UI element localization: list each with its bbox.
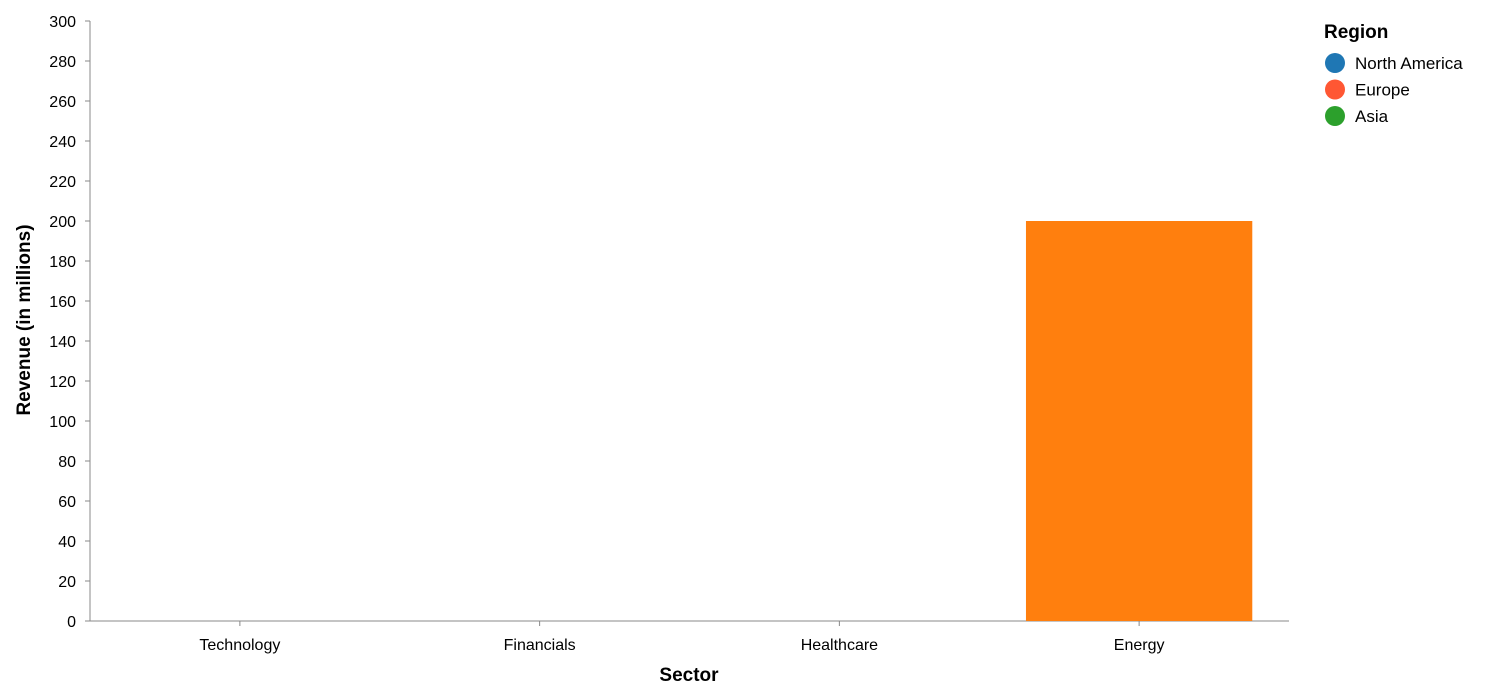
x-tick-label: Healthcare <box>801 637 878 654</box>
y-tick-label: 160 <box>49 294 76 311</box>
legend-swatch <box>1325 106 1345 126</box>
y-tick-label: 200 <box>49 214 76 231</box>
y-tick-label: 180 <box>49 254 76 271</box>
y-tick-label: 300 <box>49 14 76 31</box>
y-tick-label: 0 <box>67 614 76 631</box>
legend-label: Europe <box>1355 81 1410 100</box>
y-tick-label: 100 <box>49 414 76 431</box>
legend-swatch <box>1325 79 1345 100</box>
legend-label: North America <box>1355 54 1463 73</box>
y-tick-label: 140 <box>49 334 76 351</box>
legend-title: Region <box>1324 22 1388 43</box>
y-tick-label: 120 <box>49 374 76 391</box>
y-tick-label: 220 <box>49 174 76 191</box>
legend: Region North America Europe Asia <box>1324 22 1463 126</box>
y-tick-label: 60 <box>58 494 76 511</box>
y-tick-label: 40 <box>58 534 76 551</box>
y-tick-label: 240 <box>49 134 76 151</box>
y-axis: 0 20 40 60 80 100 120 140 160 180 200 220 240 260 280 3… <box>49 14 91 631</box>
legend-swatch <box>1325 53 1345 73</box>
y-tick-label: 260 <box>49 94 76 111</box>
x-axis: Technology Financials Healthcare Energy <box>90 620 1289 654</box>
legend-label: Asia <box>1355 107 1389 126</box>
y-tick-label: 80 <box>58 454 76 471</box>
y-tick-label: 280 <box>49 54 76 71</box>
y-axis-title: Revenue (in millions) <box>14 224 35 415</box>
x-tick-label: Technology <box>199 637 280 654</box>
x-tick-label: Financials <box>504 637 576 654</box>
x-tick-label: Energy <box>1114 637 1165 654</box>
y-tick-label: 20 <box>58 574 76 591</box>
bars-group <box>1025 221 1253 621</box>
x-axis-title: Sector <box>659 665 719 686</box>
bar-energy <box>1025 221 1253 621</box>
